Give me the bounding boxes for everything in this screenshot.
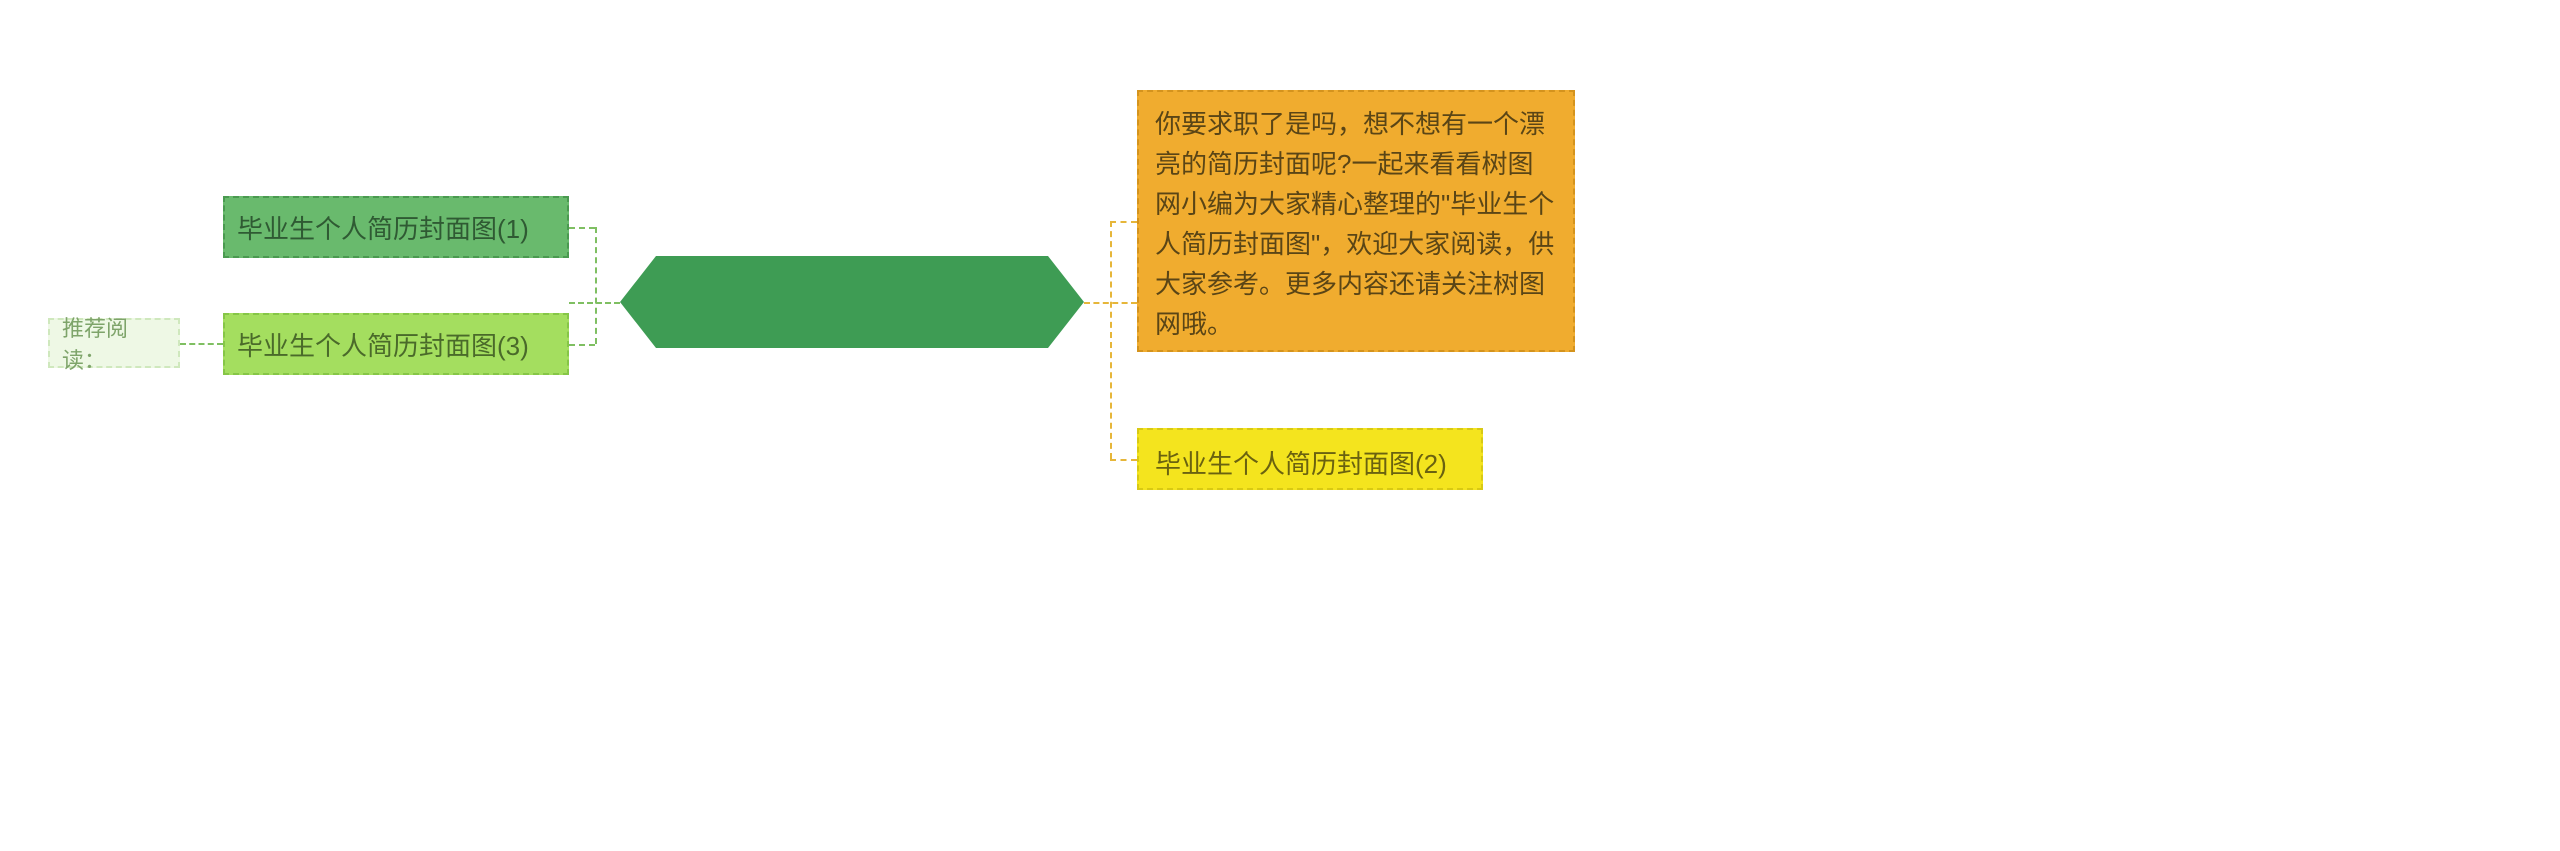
left-node-1[interactable]: 毕业生个人简历封面图(1) <box>223 196 569 258</box>
right-node-1[interactable]: 你要求职了是吗，想不想有一个漂亮的简历封面呢?一起来看看树图网小编为大家精心整理… <box>1137 90 1575 352</box>
left-child-label: 推荐阅读： <box>62 311 166 375</box>
conn-right-b1 <box>1110 221 1137 223</box>
conn-left-vert <box>595 227 597 344</box>
right-node-2-label: 毕业生个人简历封面图(2) <box>1155 444 1447 481</box>
right-node-2[interactable]: 毕业生个人简历封面图(2) <box>1137 428 1483 490</box>
conn-left-child <box>180 343 223 345</box>
conn-left-b1 <box>569 227 595 229</box>
right-node-1-label: 你要求职了是吗，想不想有一个漂亮的简历封面呢?一起来看看树图网小编为大家精心整理… <box>1155 104 1557 344</box>
conn-right-b2 <box>1110 459 1137 461</box>
conn-right-vert <box>1110 221 1112 459</box>
conn-left-b2 <box>569 344 595 346</box>
left-node-2[interactable]: 毕业生个人简历封面图(3) <box>223 313 569 375</box>
left-node-2-label: 毕业生个人简历封面图(3) <box>237 326 529 363</box>
center-node-bg <box>620 256 1084 348</box>
left-child-node[interactable]: 推荐阅读： <box>48 318 180 368</box>
center-node[interactable]: 毕业生个人简历封面图 <box>620 256 1084 348</box>
left-node-1-label: 毕业生个人简历封面图(1) <box>237 209 529 246</box>
